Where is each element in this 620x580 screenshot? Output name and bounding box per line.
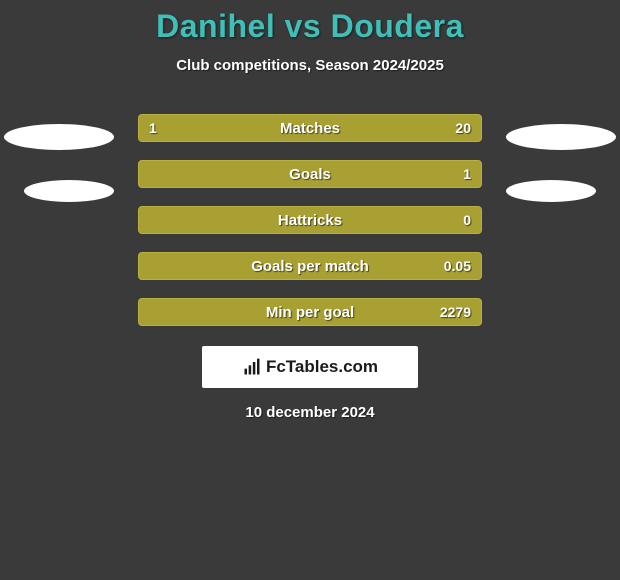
- comparison-card: Danihel vs Doudera Club competitions, Se…: [0, 0, 620, 421]
- stat-bar-matches: 1 Matches 20: [138, 114, 482, 142]
- stat-bar-hattricks: Hattricks 0: [138, 206, 482, 234]
- decorative-ellipse: [4, 124, 114, 150]
- stat-label: Goals per match: [139, 253, 481, 279]
- comparison-bars: 1 Matches 20 Goals 1 Hattricks 0 Goals p…: [138, 114, 482, 326]
- stat-right-value: 0.05: [444, 253, 471, 279]
- footer-date: 10 december 2024: [0, 404, 620, 421]
- page-title: Danihel vs Doudera: [0, 8, 620, 45]
- brand-badge[interactable]: FcTables.com: [202, 346, 418, 388]
- chart-icon: [242, 357, 262, 377]
- stat-label: Goals: [139, 161, 481, 187]
- stat-right-value: 1: [463, 161, 471, 187]
- page-subtitle: Club competitions, Season 2024/2025: [0, 57, 620, 74]
- decorative-ellipse: [506, 180, 596, 202]
- stat-label: Hattricks: [139, 207, 481, 233]
- stat-right-value: 2279: [440, 299, 471, 325]
- stat-right-value: 0: [463, 207, 471, 233]
- decorative-ellipse: [24, 180, 114, 202]
- stat-bar-min-per-goal: Min per goal 2279: [138, 298, 482, 326]
- stat-label: Min per goal: [139, 299, 481, 325]
- stat-label: Matches: [139, 115, 481, 141]
- stat-bar-goals: Goals 1: [138, 160, 482, 188]
- decorative-ellipse: [506, 124, 616, 150]
- brand-text: FcTables.com: [266, 357, 378, 377]
- stat-bar-goals-per-match: Goals per match 0.05: [138, 252, 482, 280]
- stat-right-value: 20: [455, 115, 471, 141]
